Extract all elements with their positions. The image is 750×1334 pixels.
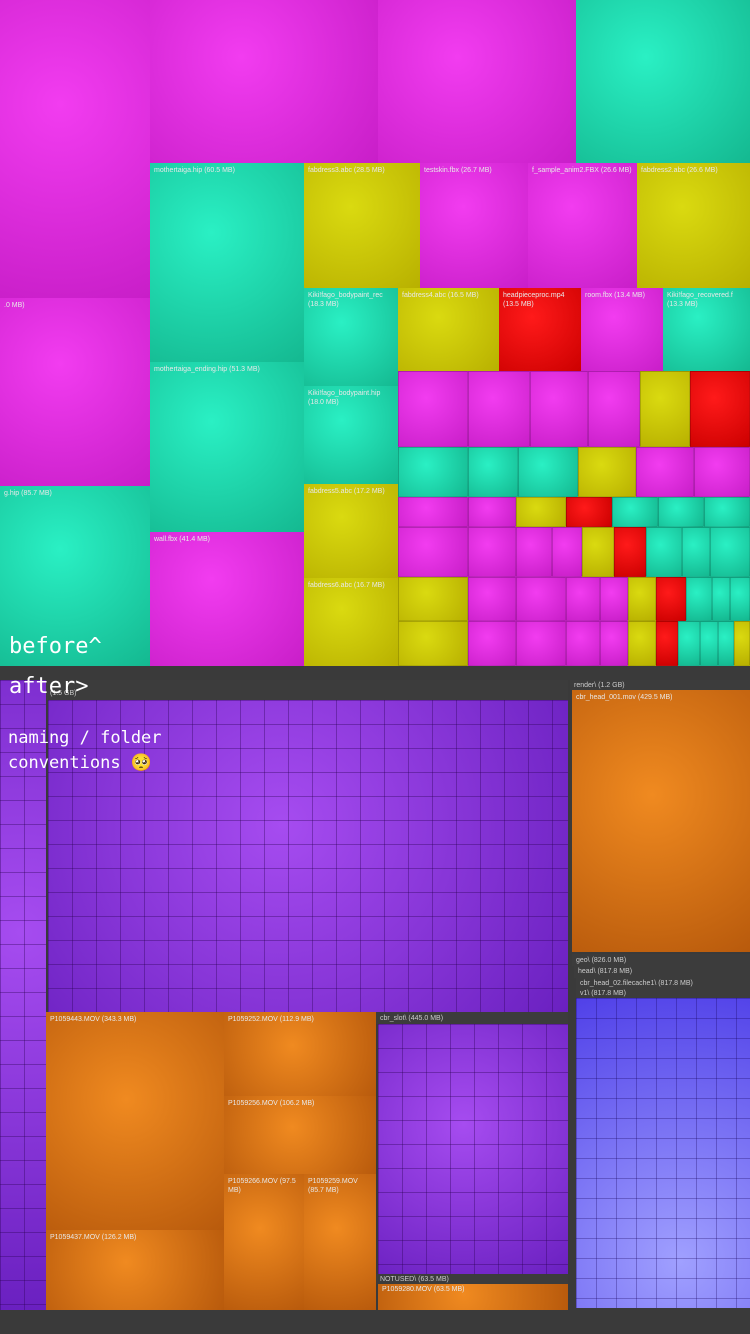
tile <box>566 621 600 666</box>
tile <box>704 497 750 527</box>
tile: .0 MB) <box>0 298 150 486</box>
folder-header: v1\ (817.8 MB) <box>576 988 750 998</box>
tile: fabdress4.abc (16.5 MB) <box>398 288 499 371</box>
tile <box>0 680 46 1310</box>
tile <box>600 577 628 621</box>
tile <box>398 371 468 447</box>
tile <box>712 577 730 621</box>
tile <box>468 447 518 497</box>
tile <box>378 0 576 163</box>
tile <box>600 621 628 666</box>
tile <box>734 621 750 666</box>
small-tiles <box>398 371 750 666</box>
tile: wall.fbx (41.4 MB) <box>150 532 304 666</box>
tile: headpieceproc.mp4 (13.5 MB) <box>499 288 581 371</box>
folder-header: cbr_slot\ (445.0 MB) <box>376 1012 568 1024</box>
tile <box>690 371 750 447</box>
folder-header: render\ (1.2 GB) <box>570 680 750 690</box>
tile <box>646 527 682 577</box>
tile <box>398 577 468 621</box>
tile: mothertaiga_ending.hip (51.3 MB) <box>150 362 304 532</box>
tile <box>710 527 750 577</box>
tile: Kiki!fago_recovered.f (13.3 MB) <box>663 288 750 371</box>
tile <box>718 621 734 666</box>
tile <box>612 497 658 527</box>
tile: mothertaiga.hip (60.5 MB) <box>150 163 304 362</box>
tile <box>658 497 704 527</box>
tile <box>566 577 600 621</box>
tile <box>398 621 468 666</box>
tile: cbr_head_001.mov (429.5 MB) <box>572 690 750 952</box>
tile <box>628 577 656 621</box>
note-line: naming / folder <box>8 728 162 748</box>
tile: P1059259.MOV (85.7 MB) <box>304 1174 376 1310</box>
folder-header: cbr_head_02.filecache1\ (817.8 MB) <box>576 978 750 990</box>
tile <box>468 621 516 666</box>
folder-header: NOTUSED\ (63.5 MB) <box>376 1274 568 1284</box>
tile: fabdress3.abc (28.5 MB) <box>304 163 420 288</box>
tile: room.fbx (13.4 MB) <box>581 288 663 371</box>
folder-header: geo\ (826.0 MB) <box>572 954 750 966</box>
tile: Kiki!fago_bodypaint.hip (18.0 MB) <box>304 386 398 484</box>
tile <box>516 497 566 527</box>
tile <box>378 1024 568 1274</box>
tile <box>656 577 686 621</box>
tile: P1059443.MOV (343.3 MB) <box>46 1012 224 1230</box>
note: naming / folder conventions 🥺 <box>8 726 162 776</box>
tile <box>614 527 646 577</box>
tile <box>398 497 468 527</box>
tile: fabdress2.abc (26.6 MB) <box>637 163 750 288</box>
folder-header: (1.5 GB) <box>46 680 568 700</box>
tile <box>0 0 150 298</box>
tile <box>640 371 690 447</box>
tile <box>678 621 700 666</box>
tile <box>686 577 712 621</box>
tile <box>150 0 378 163</box>
tile <box>656 621 678 666</box>
tile: Kiki!fago_bodypaint_rec (18.3 MB) <box>304 288 398 386</box>
before-treemap: mothertaiga.hip (60.5 MB) fabdress3.abc … <box>0 0 750 666</box>
tile: P1059437.MOV (126.2 MB) <box>46 1230 224 1310</box>
tile <box>636 447 694 497</box>
tile <box>576 0 750 163</box>
tile: P1059256.MOV (106.2 MB) <box>224 1096 376 1174</box>
tile <box>530 371 588 447</box>
tile <box>468 497 516 527</box>
tile <box>576 998 750 1308</box>
caption: before^ <box>9 634 102 659</box>
tile <box>582 527 614 577</box>
tile <box>468 527 516 577</box>
tile: P1059252.MOV (112.9 MB) <box>224 1012 376 1096</box>
tile <box>518 447 578 497</box>
tile <box>694 447 750 497</box>
tile <box>682 527 710 577</box>
tile <box>516 527 552 577</box>
tile <box>552 527 582 577</box>
tile <box>730 577 750 621</box>
note-line: conventions 🥺 <box>8 753 152 773</box>
tile <box>566 497 612 527</box>
tile <box>48 700 568 1012</box>
caption: after> <box>9 674 89 699</box>
tile: fabdress5.abc (17.2 MB) <box>304 484 398 578</box>
tile <box>700 621 718 666</box>
tile: f_sample_anim2.FBX (26.6 MB) <box>528 163 637 288</box>
tile <box>468 577 516 621</box>
tile <box>398 527 468 577</box>
after-treemap: (1.5 GB) render\ (1.2 GB) cbr_head_001.m… <box>0 668 750 1334</box>
tile <box>516 621 566 666</box>
tile: fabdress6.abc (16.7 MB) <box>304 578 398 666</box>
tile: P1059280.MOV (63.5 MB) <box>378 1284 568 1310</box>
folder-header: head\ (817.8 MB) <box>574 966 750 978</box>
tile <box>516 577 566 621</box>
tile: P1059266.MOV (97.5 MB) <box>224 1174 304 1310</box>
tile: g.hip (85.7 MB) <box>0 486 150 666</box>
tile <box>578 447 636 497</box>
tile <box>588 371 640 447</box>
tile <box>468 371 530 447</box>
tile: testskin.fbx (26.7 MB) <box>420 163 528 288</box>
tile <box>628 621 656 666</box>
tile <box>398 447 468 497</box>
